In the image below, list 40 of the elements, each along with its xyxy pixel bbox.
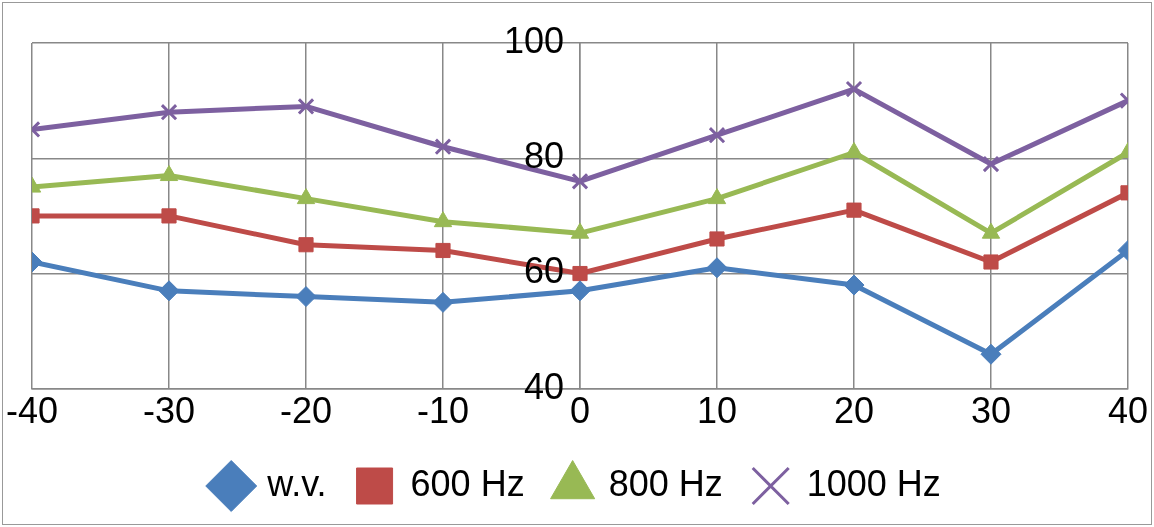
- point: [708, 126, 726, 144]
- x-tick-label: -10: [416, 390, 470, 432]
- point: [295, 286, 317, 308]
- point: [845, 80, 863, 98]
- point: [435, 242, 451, 259]
- x-tick-label: 40: [1107, 390, 1148, 432]
- x-tick-label: 30: [970, 390, 1012, 432]
- x-tick-label: 10: [696, 390, 738, 432]
- point: [982, 155, 1000, 173]
- point: [433, 211, 453, 228]
- point: [846, 202, 862, 218]
- point: [158, 280, 180, 302]
- point: [843, 274, 865, 296]
- x-tick-label: 0: [569, 390, 591, 432]
- point: [432, 291, 454, 313]
- point: [297, 97, 315, 115]
- point: [980, 343, 1002, 365]
- point: [572, 265, 588, 282]
- x-tick-label: 20: [833, 390, 875, 432]
- point: [707, 188, 727, 205]
- x-tick-label: -40: [6, 390, 59, 432]
- point: [160, 103, 178, 121]
- legend-label: 800 Hz: [608, 462, 723, 504]
- point: [709, 231, 725, 247]
- point: [159, 165, 179, 182]
- y-tick-label: 80: [523, 135, 564, 177]
- point: [571, 172, 589, 190]
- y-tick-label: 100: [503, 19, 564, 61]
- point: [434, 138, 452, 156]
- legend-label: 600 Hz: [410, 462, 525, 504]
- point: [296, 188, 316, 205]
- x-tick-label: -30: [143, 390, 196, 432]
- x-tick-label: -20: [279, 390, 333, 432]
- point: [983, 254, 999, 270]
- point: [161, 208, 177, 224]
- legend-label: 1000 Hz: [806, 462, 941, 504]
- point: [706, 257, 728, 279]
- point: [569, 280, 591, 302]
- legend-label: w.v.: [266, 462, 327, 504]
- point: [298, 237, 314, 253]
